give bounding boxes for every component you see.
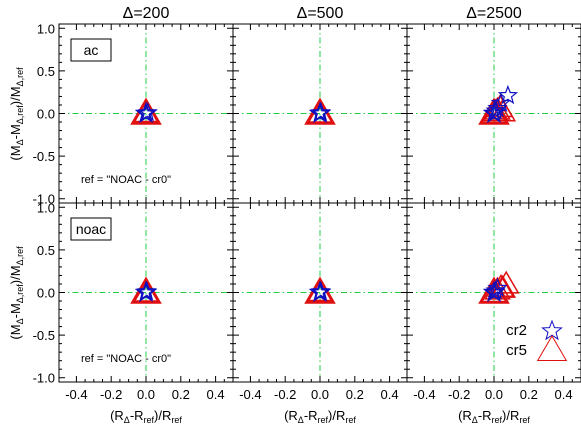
ylabel-sub3: Δ,ref bbox=[15, 67, 25, 87]
xlabel-base: (R bbox=[458, 408, 472, 423]
x-tick-label: 0.4 bbox=[555, 387, 573, 402]
x-tick-label: 0.2 bbox=[346, 387, 364, 402]
row-label: ac bbox=[84, 42, 99, 58]
xlabel-sub3: ref bbox=[171, 415, 182, 425]
x-tick-label: 0.0 bbox=[137, 387, 155, 402]
legend-label-cr5: cr5 bbox=[506, 342, 527, 359]
ylabel-mid: -M bbox=[8, 303, 23, 318]
x-tick-label: -0.4 bbox=[239, 387, 261, 402]
xlabel-mid: -R bbox=[304, 408, 318, 423]
legend-triangle-icon bbox=[536, 334, 568, 362]
xlabel-mid: -R bbox=[478, 408, 492, 423]
y-tick-label: 1.0 bbox=[37, 21, 55, 36]
xlabel-sub2: ref bbox=[318, 415, 329, 425]
legend-label-cr2: cr2 bbox=[506, 322, 527, 339]
ylabel-post: )/M bbox=[8, 86, 23, 105]
x-tick-label: 0.4 bbox=[381, 387, 399, 402]
ylabel-mid: -M bbox=[8, 124, 23, 139]
ylabel-sub1: Δ bbox=[15, 318, 25, 324]
y-tick-label: 0.5 bbox=[37, 243, 55, 258]
y-tick-label: 0.5 bbox=[37, 64, 55, 79]
x-axis-label-col2: (RΔ-Rref)/Rref bbox=[284, 408, 356, 425]
column-title-delta-200: Δ=200 bbox=[123, 5, 170, 22]
y-axis-label-top: (MΔ-MΔ,ref)/MΔ,ref bbox=[8, 67, 25, 161]
xlabel-mid: -R bbox=[130, 408, 144, 423]
x-tick-label: -0.2 bbox=[448, 387, 470, 402]
y-tick-label: -0.5 bbox=[33, 328, 55, 343]
xlabel-post: )/R bbox=[154, 408, 171, 423]
cr2-point bbox=[136, 280, 158, 301]
panel-r0-c1 bbox=[232, 23, 408, 204]
xlabel-post: )/R bbox=[328, 408, 345, 423]
ylabel-post: )/M bbox=[8, 265, 23, 284]
ref-note: ref = "NOAC - cr0" bbox=[81, 353, 171, 365]
y-tick-label: 1.0 bbox=[37, 200, 55, 215]
column-title-delta-2500: Δ=2500 bbox=[466, 5, 522, 22]
ylabel-sub2: Δ,ref bbox=[15, 284, 25, 304]
x-tick-label: 0.0 bbox=[311, 387, 329, 402]
x-tick-label: 0.2 bbox=[520, 387, 538, 402]
cr2-point bbox=[137, 101, 158, 122]
cr2-point bbox=[310, 280, 332, 301]
x-tick-label: -0.2 bbox=[274, 387, 296, 402]
y-tick-label: 0.0 bbox=[37, 286, 55, 301]
panel-r1-c2: -0.4 -0.2 0.0 0.2 0.4 bbox=[406, 202, 581, 402]
cr2-point bbox=[310, 101, 332, 122]
xlabel-base: (R bbox=[284, 408, 298, 423]
cr2-point bbox=[487, 97, 508, 118]
row-label-box bbox=[70, 38, 112, 62]
row-label-box bbox=[70, 217, 112, 241]
x-axis-label-col1: (RΔ-Rref)/Rref bbox=[110, 408, 182, 425]
x-tick-label: 0.0 bbox=[485, 387, 503, 402]
ylabel-sub1: Δ bbox=[15, 139, 25, 145]
y-axis-label-bottom: (MΔ-MΔ,ref)/MΔ,ref bbox=[8, 246, 25, 340]
column-title-delta-500: Δ=500 bbox=[297, 5, 344, 22]
legend: cr2 cr5 bbox=[506, 319, 568, 362]
y-tick-label: -0.5 bbox=[33, 149, 55, 164]
xlabel-sub1: Δ bbox=[124, 415, 130, 425]
xlabel-base: (R bbox=[110, 408, 124, 423]
x-tick-label: -0.2 bbox=[100, 387, 122, 402]
xlabel-sub2: ref bbox=[492, 415, 503, 425]
panel-r0-c2 bbox=[406, 23, 581, 204]
panel-r0-c0: -1.0 -0.5 0.0 0.5 1.0 ac ref = "NOAC - cr0" bbox=[33, 21, 234, 207]
xlabel-sub3: ref bbox=[345, 415, 356, 425]
cr5-point bbox=[489, 274, 517, 298]
row-label: noac bbox=[76, 221, 106, 237]
ylabel-sub3: Δ,ref bbox=[15, 246, 25, 266]
x-tick-label: 0.4 bbox=[207, 387, 225, 402]
cr2-point bbox=[487, 277, 508, 297]
cr2-point bbox=[497, 84, 519, 105]
ylabel-base: (M bbox=[8, 145, 23, 160]
y-tick-label: -1.0 bbox=[33, 192, 55, 207]
panel-r1-c1: -0.4 -0.2 0.0 0.2 0.4 bbox=[232, 202, 408, 402]
xlabel-post: )/R bbox=[502, 408, 519, 423]
ylabel-base: (M bbox=[8, 324, 23, 339]
x-tick-label: -0.4 bbox=[65, 387, 87, 402]
xlabel-sub1: Δ bbox=[472, 415, 478, 425]
xlabel-sub1: Δ bbox=[298, 415, 304, 425]
panel-r1-c0: -1.0 -0.5 0.0 0.5 1.0 -0.4 -0.2 0.0 0.2 0.4 noac re… bbox=[33, 200, 234, 402]
x-axis-label-col3: (RΔ-Rref)/Rref bbox=[458, 408, 530, 425]
xlabel-sub3: ref bbox=[519, 415, 530, 425]
panel-frame bbox=[406, 202, 581, 383]
cr5-point bbox=[492, 270, 520, 294]
y-tick-label: -1.0 bbox=[33, 371, 55, 386]
x-tick-label: -0.4 bbox=[413, 387, 435, 402]
ylabel-sub2: Δ,ref bbox=[15, 105, 25, 125]
ref-note: ref = "NOAC - cr0" bbox=[81, 174, 171, 186]
y-tick-label: 0.0 bbox=[37, 107, 55, 122]
x-tick-label: 0.2 bbox=[172, 387, 190, 402]
xlabel-sub2: ref bbox=[144, 415, 155, 425]
